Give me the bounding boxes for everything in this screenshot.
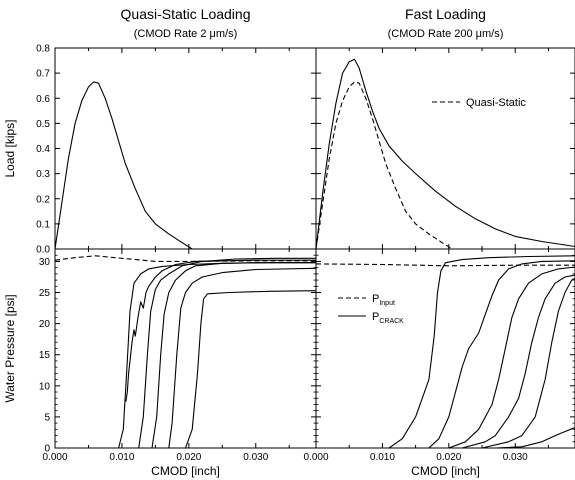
solid-series-line-6 (316, 426, 575, 448)
legend: PInput PCRACK (338, 293, 404, 325)
x-axis-title: CMOD [inch] (411, 464, 480, 478)
y-tick-label: 5 (44, 412, 50, 423)
y-tick-label: 0.2 (36, 194, 50, 205)
y-tick-label: 20 (39, 319, 51, 330)
x-axis-title: CMOD [inch] (151, 464, 220, 478)
plot-frame (315, 47, 575, 250)
solid-series-line-4 (316, 274, 575, 448)
solid-series-line-3 (55, 257, 316, 448)
panel-title: Quasi-Static Loading (121, 6, 251, 22)
x-tick-label: 0.020 (176, 452, 201, 463)
y-tick-label: 10 (39, 381, 51, 392)
series-group (316, 58, 575, 249)
legend-subscript: CRACK (379, 318, 404, 325)
y-tick-label: 25 (39, 288, 51, 299)
panel-top-left: 0.0 0.1 0.2 0.3 0.4 0.5 0.6 0.7 0.8 Quasi-Static … (3, 6, 317, 256)
legend-label-0: PInput (372, 293, 395, 307)
solid-series-line-5 (316, 277, 575, 448)
y-tick-label: 0.4 (36, 144, 50, 155)
y-tick-label: 0.5 (36, 119, 50, 130)
series-group (316, 255, 575, 448)
solid-series-line-0 (55, 81, 193, 249)
x-tick-label: 0.000 (303, 452, 328, 463)
legend-subscript: Input (379, 300, 395, 307)
dashed-series-line-0 (316, 263, 575, 267)
y-tick-label: 0.8 (36, 44, 50, 55)
plot-frame (315, 248, 575, 449)
plot-frame (54, 248, 317, 449)
dashed-series-line-0 (55, 255, 316, 262)
series-group (55, 255, 316, 448)
x-tick-label: 0.030 (243, 452, 268, 463)
x-tick-label: 0.010 (370, 452, 395, 463)
y-axis-title: Water Pressure [psi] (3, 294, 17, 402)
panel-subtitle: (CMOD Rate 2 μm/s) (134, 28, 238, 40)
x-tick-label: 0.010 (109, 452, 134, 463)
legend-label-1: PCRACK (372, 311, 404, 325)
panel-bottom-right: 0.000 0.010 0.020 0.030 CMOD [inch] PInput PCR… (303, 248, 575, 478)
solid-series-line-0 (316, 58, 575, 249)
panel-subtitle: (CMOD Rate 200 μm/s) (388, 28, 504, 40)
x-tick-label: 0.020 (436, 452, 461, 463)
series-group (55, 81, 193, 249)
solid-series-line-4 (55, 262, 316, 448)
y-tick-label: 15 (39, 350, 51, 361)
panel-title: Fast Loading (405, 6, 486, 22)
solid-series-line-2 (125, 259, 316, 402)
solid-series-line-1 (316, 255, 575, 448)
solid-series-line-3 (316, 266, 575, 448)
solid-series-line-6 (55, 290, 316, 448)
y-tick-label: 0.0 (36, 245, 50, 256)
panel-top-right: Fast Loading (CMOD Rate 200 μm/s) Quasi-St… (315, 6, 575, 250)
solid-series-line-1 (55, 262, 316, 448)
x-tick-label: 0.030 (503, 452, 528, 463)
panel-bottom-left: 0 5 10 15 20 25 30 0.000 0.010 0.020 0.030 Water Pr… (3, 248, 317, 478)
y-axis-title: Load [kips] (3, 119, 17, 177)
legend: Quasi-Static (432, 97, 526, 109)
y-tick-label: 0.3 (36, 169, 50, 180)
dashed-series-line-1 (316, 81, 453, 249)
y-tick-label: 0.7 (36, 69, 50, 80)
y-tick-label: 30 (39, 257, 51, 268)
legend-label-0: Quasi-Static (466, 97, 526, 109)
x-tick-label: 0.000 (42, 452, 67, 463)
solid-series-line-2 (316, 260, 575, 448)
plot-frame (54, 47, 317, 250)
y-tick-label: 0.1 (36, 219, 50, 230)
y-tick-label: 0.6 (36, 94, 50, 105)
y-tick-label: 0 (44, 444, 50, 455)
solid-series-line-5 (55, 267, 316, 448)
